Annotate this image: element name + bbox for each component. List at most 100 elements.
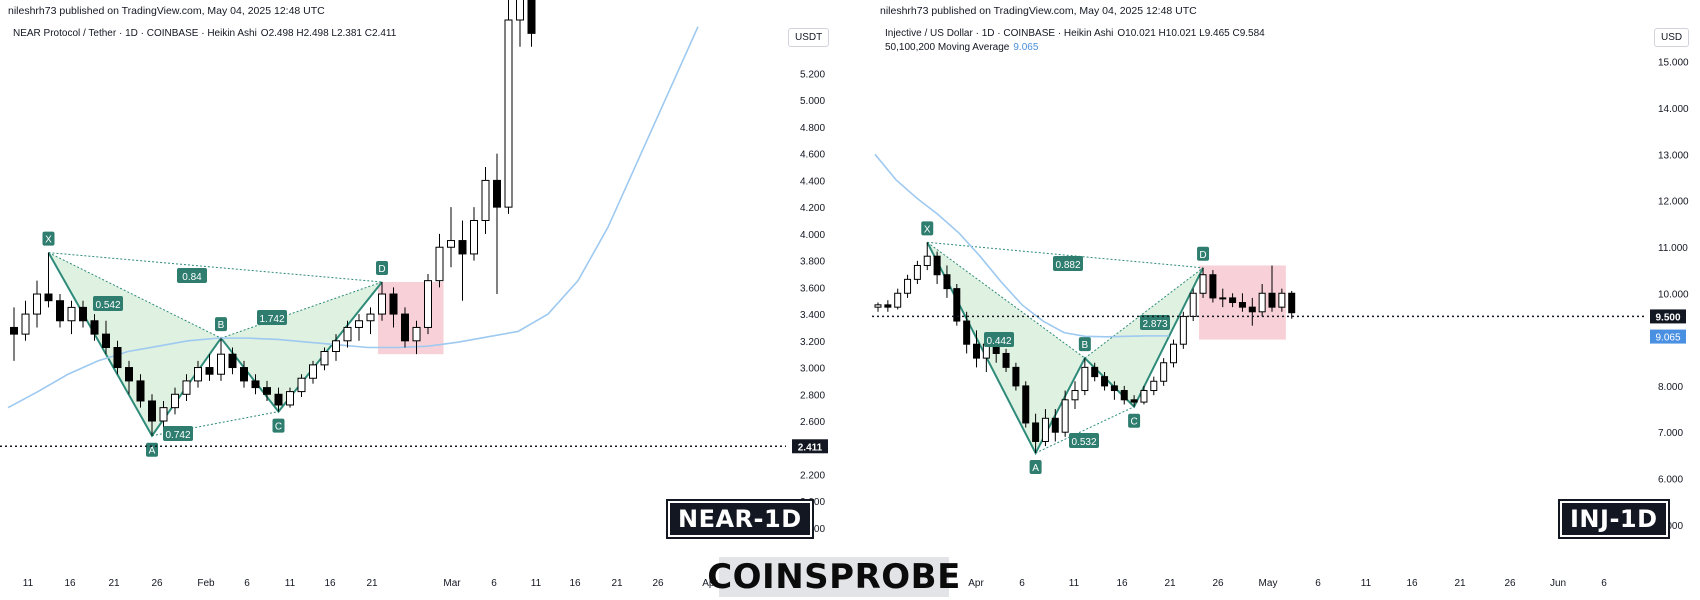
x-tick-label: 16 — [1116, 578, 1128, 589]
candle — [1150, 376, 1158, 396]
currency-unit-button[interactable]: USDT — [788, 28, 830, 47]
candle — [1130, 395, 1138, 407]
candle-body — [1051, 417, 1059, 433]
prz-zone — [378, 281, 444, 355]
ratio-badge: 0.882 — [1053, 256, 1083, 271]
candle-body — [527, 0, 536, 34]
y-tick-label: 2.000 — [800, 497, 825, 508]
y-tick-label: 3.200 — [800, 337, 825, 348]
ratio-line-bd — [220, 281, 383, 339]
symbol-title: Injective / US Dollar · 1D · COINBASE · … — [885, 28, 1265, 39]
candle-body — [33, 293, 41, 315]
candle — [148, 394, 156, 436]
ratio-badge-bg — [257, 310, 287, 325]
candle — [182, 374, 191, 401]
candle — [1051, 409, 1059, 442]
candle — [1110, 381, 1118, 400]
point-badge — [1197, 246, 1210, 261]
candle-body — [933, 255, 941, 276]
candle-body — [90, 320, 99, 335]
candle-body — [366, 313, 375, 322]
ma-tag-value: 9.065 — [1655, 333, 1680, 344]
candle-body — [973, 343, 980, 359]
brand-banner: COINSPROBE — [707, 557, 961, 597]
ratio-value: 2.873 — [1142, 319, 1167, 330]
ratio-badge-bg — [984, 332, 1014, 347]
ma-legend-label: 50,100,200 Moving Average — [885, 42, 1010, 53]
candle-body — [1189, 292, 1197, 317]
ratio-line-xb — [48, 252, 222, 339]
x-tick-label: Apr — [968, 578, 984, 589]
ratio-line-xb — [926, 241, 1086, 359]
candle — [217, 338, 225, 381]
candle — [1258, 284, 1266, 317]
x-tick-label: May — [1259, 578, 1278, 589]
candle-body — [21, 313, 30, 335]
currency-unit-button[interactable]: USD — [1654, 28, 1690, 47]
candle — [1179, 311, 1187, 349]
near-chart-canvas[interactable]: 5.200 5.000 4.800 4.600 4.400 4.200 4.000 3.800… — [0, 0, 872, 600]
near-chart-panel: nileshrh73 published on TradingView.com,… — [0, 0, 872, 600]
pattern-point-b: B — [215, 317, 227, 332]
y-tick-label: 3.000 — [800, 364, 825, 375]
point-badge — [215, 317, 227, 332]
candle — [56, 294, 64, 328]
x-tick-label: 21 — [611, 578, 623, 589]
candle-body — [923, 255, 931, 266]
candle — [1120, 385, 1128, 405]
candle — [1091, 362, 1099, 382]
candle-body — [401, 313, 409, 342]
point-label: A — [1032, 463, 1039, 474]
symbol-name: NEAR Protocol / Tether · 1D · COINBASE ·… — [13, 28, 257, 39]
candle-body — [309, 364, 317, 379]
candle-body — [1061, 399, 1069, 433]
candle — [458, 220, 467, 301]
pattern-point-c: C — [272, 418, 285, 433]
published-caption: nileshrh73 published on TradingView.com,… — [880, 5, 1197, 17]
candle — [389, 287, 398, 328]
candle — [516, 0, 524, 47]
x-tick-label: 6 — [1601, 578, 1607, 589]
moving-average-line — [7, 26, 699, 409]
candle-body — [1199, 274, 1207, 294]
candle — [493, 153, 501, 295]
pattern-point-x: X — [921, 221, 934, 236]
candle-body — [884, 304, 892, 308]
candle-body — [79, 306, 87, 322]
point-badge — [1128, 413, 1141, 428]
candle — [113, 340, 122, 375]
point-badge — [1029, 460, 1042, 475]
candle — [527, 0, 536, 47]
candle — [923, 242, 931, 271]
candle — [1012, 362, 1020, 391]
candle — [913, 260, 921, 284]
candle-body — [894, 292, 902, 308]
candle-body — [102, 333, 110, 348]
y-tick-label: 3.600 — [800, 283, 825, 294]
candle-body — [1140, 390, 1148, 403]
candle — [366, 307, 375, 335]
ohlc-values: O2.498 H2.498 L2.381 C2.411 — [260, 28, 397, 39]
candle-body — [1071, 390, 1079, 401]
point-label: C — [1130, 417, 1137, 428]
candle — [874, 302, 882, 312]
candle — [21, 300, 30, 341]
candle-body — [263, 387, 271, 395]
candle — [894, 288, 902, 310]
candle — [355, 314, 363, 341]
y-tick-label: 4.000 — [800, 230, 825, 241]
y-tick-label: 4.600 — [800, 150, 825, 161]
near-1d-watermark: NEAR-1D — [666, 499, 814, 539]
x-tick-label: Feb — [197, 578, 215, 589]
ratio-badge-bg — [1053, 256, 1083, 271]
published-caption: nileshrh73 published on TradingView.com,… — [8, 5, 325, 17]
candle — [1229, 293, 1237, 308]
point-label: D — [1199, 250, 1206, 261]
x-tick-label: 11 — [1361, 578, 1372, 589]
ratio-line-bd — [1084, 267, 1204, 359]
candle — [953, 284, 961, 326]
candle — [943, 265, 951, 298]
candle-body — [1130, 399, 1138, 403]
inj-chart-canvas[interactable]: 15.00014.00013.00012.00011.00010.0009.00… — [872, 0, 1700, 600]
x-tick-label: 26 — [1504, 578, 1516, 589]
